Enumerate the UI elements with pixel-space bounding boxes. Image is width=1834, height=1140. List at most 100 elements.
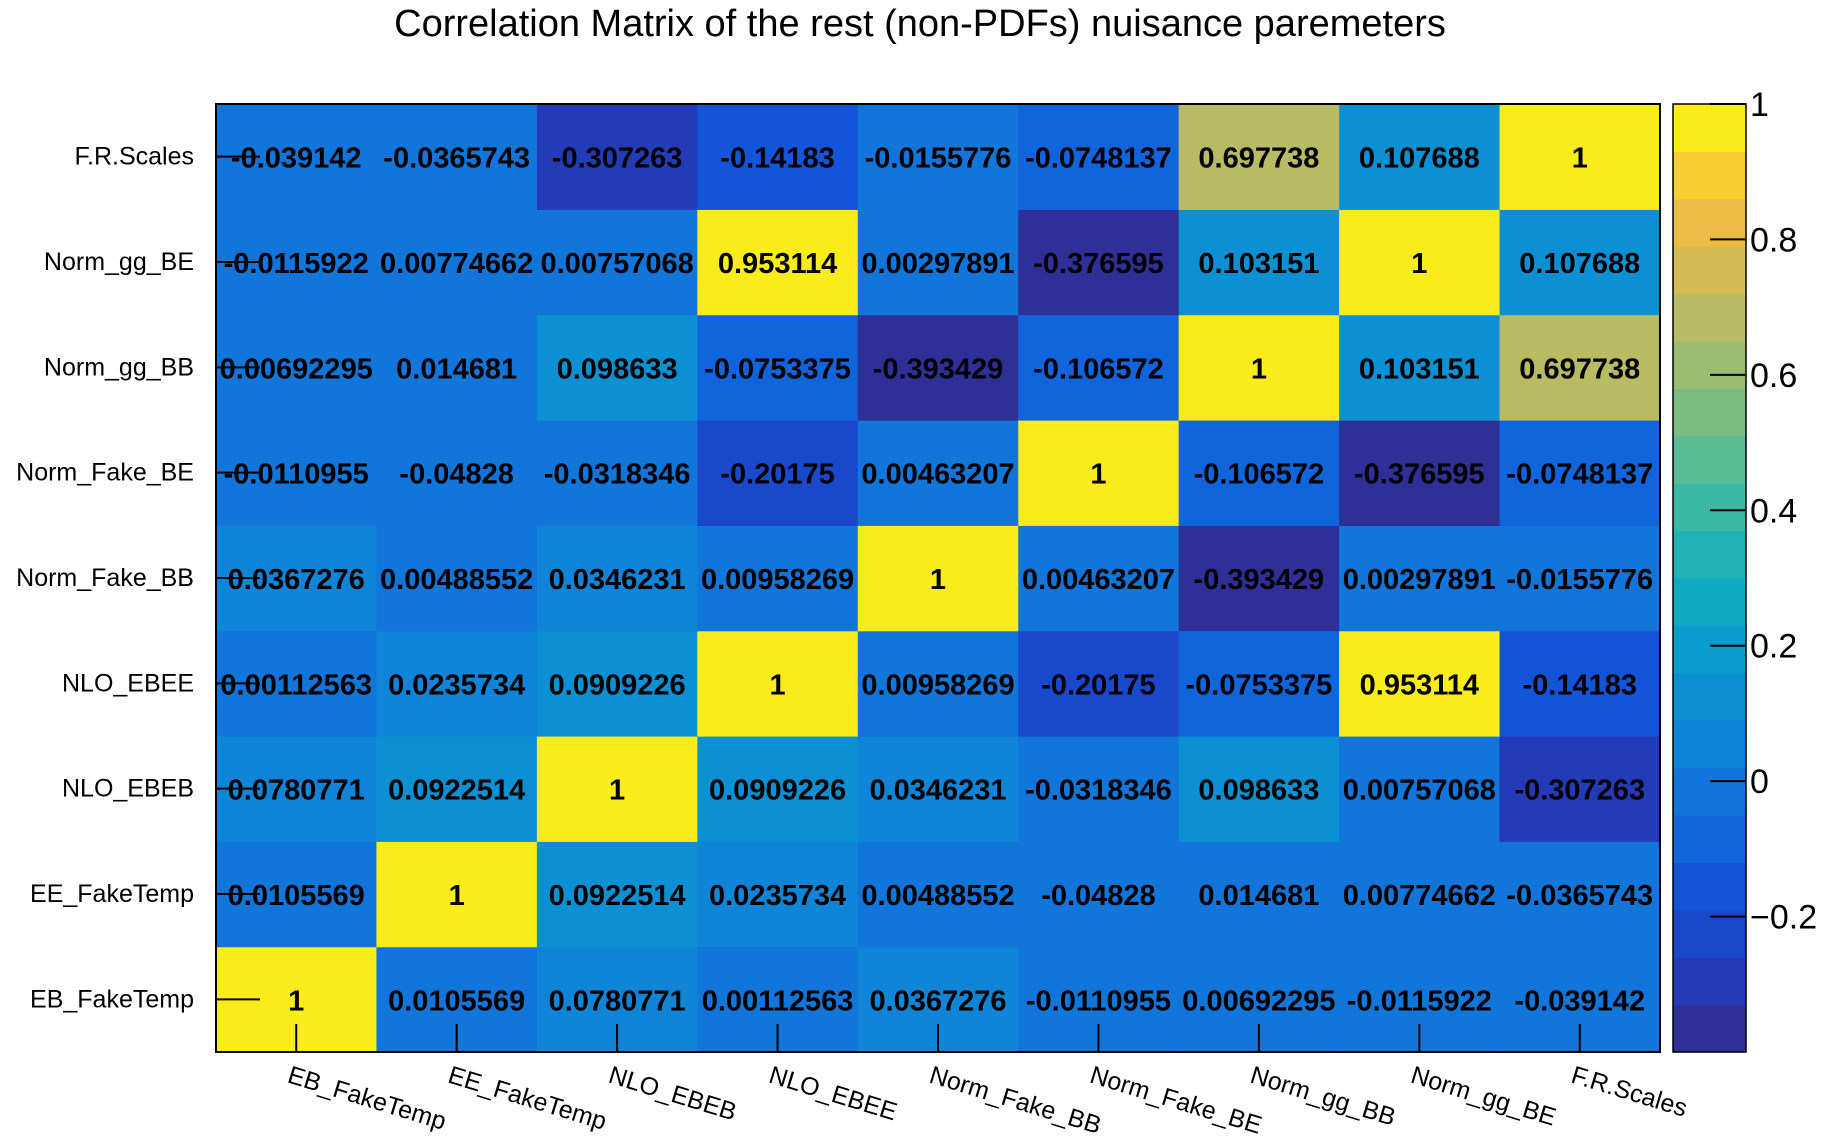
- cell-value-label: 1: [1572, 143, 1588, 175]
- colorbar-level: [1673, 435, 1746, 484]
- heatmap-cell: [536, 314, 698, 421]
- cell-value-label: 0.00958269: [701, 564, 854, 596]
- heatmap-cell: [697, 420, 859, 526]
- colorbar-level: [1673, 104, 1746, 152]
- cell-value-label: -0.039142: [1514, 985, 1645, 1017]
- x-tick-label: EE_FakeTemp: [445, 1061, 610, 1136]
- y-tick-label: EB_FakeTemp: [30, 985, 194, 1013]
- heatmap-cell: [857, 525, 1019, 632]
- heatmap-cell: [536, 209, 698, 316]
- cell-value-label: 0.00757068: [541, 248, 694, 280]
- heatmap-cell: [697, 104, 859, 210]
- heatmap-cell: [857, 104, 1019, 210]
- heatmap-cell: [697, 525, 859, 632]
- cell-value-label: 0.0780771: [228, 775, 365, 807]
- cell-value-label: 0.0235734: [388, 669, 525, 701]
- heatmap-cell: [1339, 630, 1501, 737]
- cell-value-label: 0.00757068: [1343, 775, 1496, 807]
- colorbar-level: [1673, 578, 1746, 626]
- x-tick-label: NLO_EBEE: [766, 1061, 900, 1126]
- colorbar-tick-label: −0.2: [1750, 899, 1817, 937]
- cell-value-label: 0.0922514: [549, 880, 686, 912]
- cell-value-label: -0.14183: [720, 143, 835, 175]
- colorbar-level: [1673, 341, 1746, 389]
- heatmap-cell: [376, 630, 538, 737]
- heatmap-cell: [1339, 736, 1501, 842]
- cell-value-label: 1: [930, 564, 946, 596]
- colorbar-level: [1673, 246, 1746, 295]
- cell-value-label: 0.00774662: [380, 248, 533, 280]
- cell-value-label: -0.376595: [1354, 459, 1485, 491]
- heatmap-cell: [857, 841, 1019, 948]
- cell-value-label: 0.00463207: [861, 459, 1014, 491]
- heatmap-cell: [536, 736, 698, 842]
- y-tick-label: F.R.Scales: [75, 143, 194, 171]
- cell-value-label: 0.697738: [1519, 353, 1640, 385]
- cell-value-label: -0.0748137: [1025, 143, 1172, 175]
- cell-value-label: -0.0365743: [1506, 880, 1653, 912]
- heatmap-cell: [376, 104, 538, 210]
- heatmap-cell: [857, 314, 1019, 421]
- cell-value-label: -0.307263: [552, 143, 683, 175]
- cell-value-label: 0.0780771: [549, 985, 686, 1017]
- colorbar-level: [1673, 483, 1746, 532]
- cell-value-label: 0.00488552: [380, 564, 533, 596]
- cell-value-label: -0.04828: [399, 459, 514, 491]
- heatmap-cell: [1339, 314, 1501, 421]
- colorbar-level: [1673, 151, 1746, 200]
- colorbar-tick-label: 0.4: [1750, 492, 1797, 530]
- heatmap-cell: [1499, 736, 1661, 842]
- cell-value-label: -0.0753375: [704, 353, 851, 385]
- heatmap-cell: [857, 420, 1019, 526]
- heatmap-cell: [1499, 525, 1661, 632]
- x-tick-label: NLO_EBEB: [605, 1061, 739, 1126]
- cell-value-label: 0.098633: [557, 353, 678, 385]
- cell-value-label: 0.0235734: [709, 880, 846, 912]
- y-tick-label: NLO_EBEB: [62, 775, 194, 803]
- colorbar-level: [1673, 625, 1746, 674]
- cell-value-label: 0.103151: [1198, 248, 1319, 280]
- colorbar-tick-label: 0: [1750, 763, 1769, 801]
- cell-value-label: -0.20175: [1041, 669, 1156, 701]
- cell-value-label: -0.0155776: [865, 143, 1012, 175]
- cell-value-label: 0.00297891: [861, 248, 1014, 280]
- heatmap-cell: [376, 841, 538, 948]
- colorbar-level: [1673, 767, 1746, 816]
- cell-value-label: -0.0115922: [1347, 985, 1492, 1017]
- cell-value-label: -0.20175: [720, 459, 835, 491]
- heatmap-cell: [857, 630, 1019, 737]
- heatmap-cell: [536, 630, 698, 737]
- y-tick-label: Norm_Fake_BE: [16, 459, 194, 487]
- colorbar-tick-label: 0.2: [1750, 628, 1797, 666]
- cell-value-label: 0.107688: [1359, 143, 1480, 175]
- cell-value-label: 0.00297891: [1343, 564, 1496, 596]
- cell-value-label: 0.00958269: [861, 669, 1014, 701]
- cell-value-label: 0.953114: [1360, 669, 1479, 701]
- colorbar-level: [1673, 1004, 1746, 1053]
- cell-value-label: 0.0922514: [388, 775, 525, 807]
- colorbar-level: [1673, 672, 1746, 721]
- heatmap-cell: [1018, 104, 1180, 210]
- heatmap-cell: [1178, 209, 1340, 316]
- heatmap-cell: [1339, 104, 1501, 210]
- cell-value-label: -0.0748137: [1506, 459, 1653, 491]
- cell-value-label: 0.00692295: [1182, 985, 1335, 1017]
- heatmap-cell-labels: 1 0.0105569 0.0780771 0.00112563 0.0367276 -0…: [220, 143, 1654, 1018]
- x-tick-label: Norm_Fake_BB: [926, 1061, 1104, 1140]
- heatmap-cell: [1018, 314, 1180, 421]
- heatmap-cell: [857, 209, 1019, 316]
- heatmap-cell: [697, 314, 859, 421]
- heatmap-cell: [697, 209, 859, 316]
- heatmap-cell: [1018, 736, 1180, 842]
- x-tick-label: Norm_gg_BE: [1408, 1061, 1560, 1132]
- cell-value-label: -0.106572: [1194, 459, 1325, 491]
- heatmap-cell: [697, 736, 859, 842]
- cell-value-label: 0.103151: [1359, 353, 1480, 385]
- cell-value-label: -0.0318346: [1025, 775, 1172, 807]
- heatmap-cell: [1499, 841, 1661, 948]
- cell-value-label: 0.0909226: [549, 669, 686, 701]
- colorbar-level: [1673, 957, 1746, 1006]
- cell-value-label: 0.0105569: [388, 985, 525, 1017]
- cell-value-label: 0.014681: [1198, 880, 1319, 912]
